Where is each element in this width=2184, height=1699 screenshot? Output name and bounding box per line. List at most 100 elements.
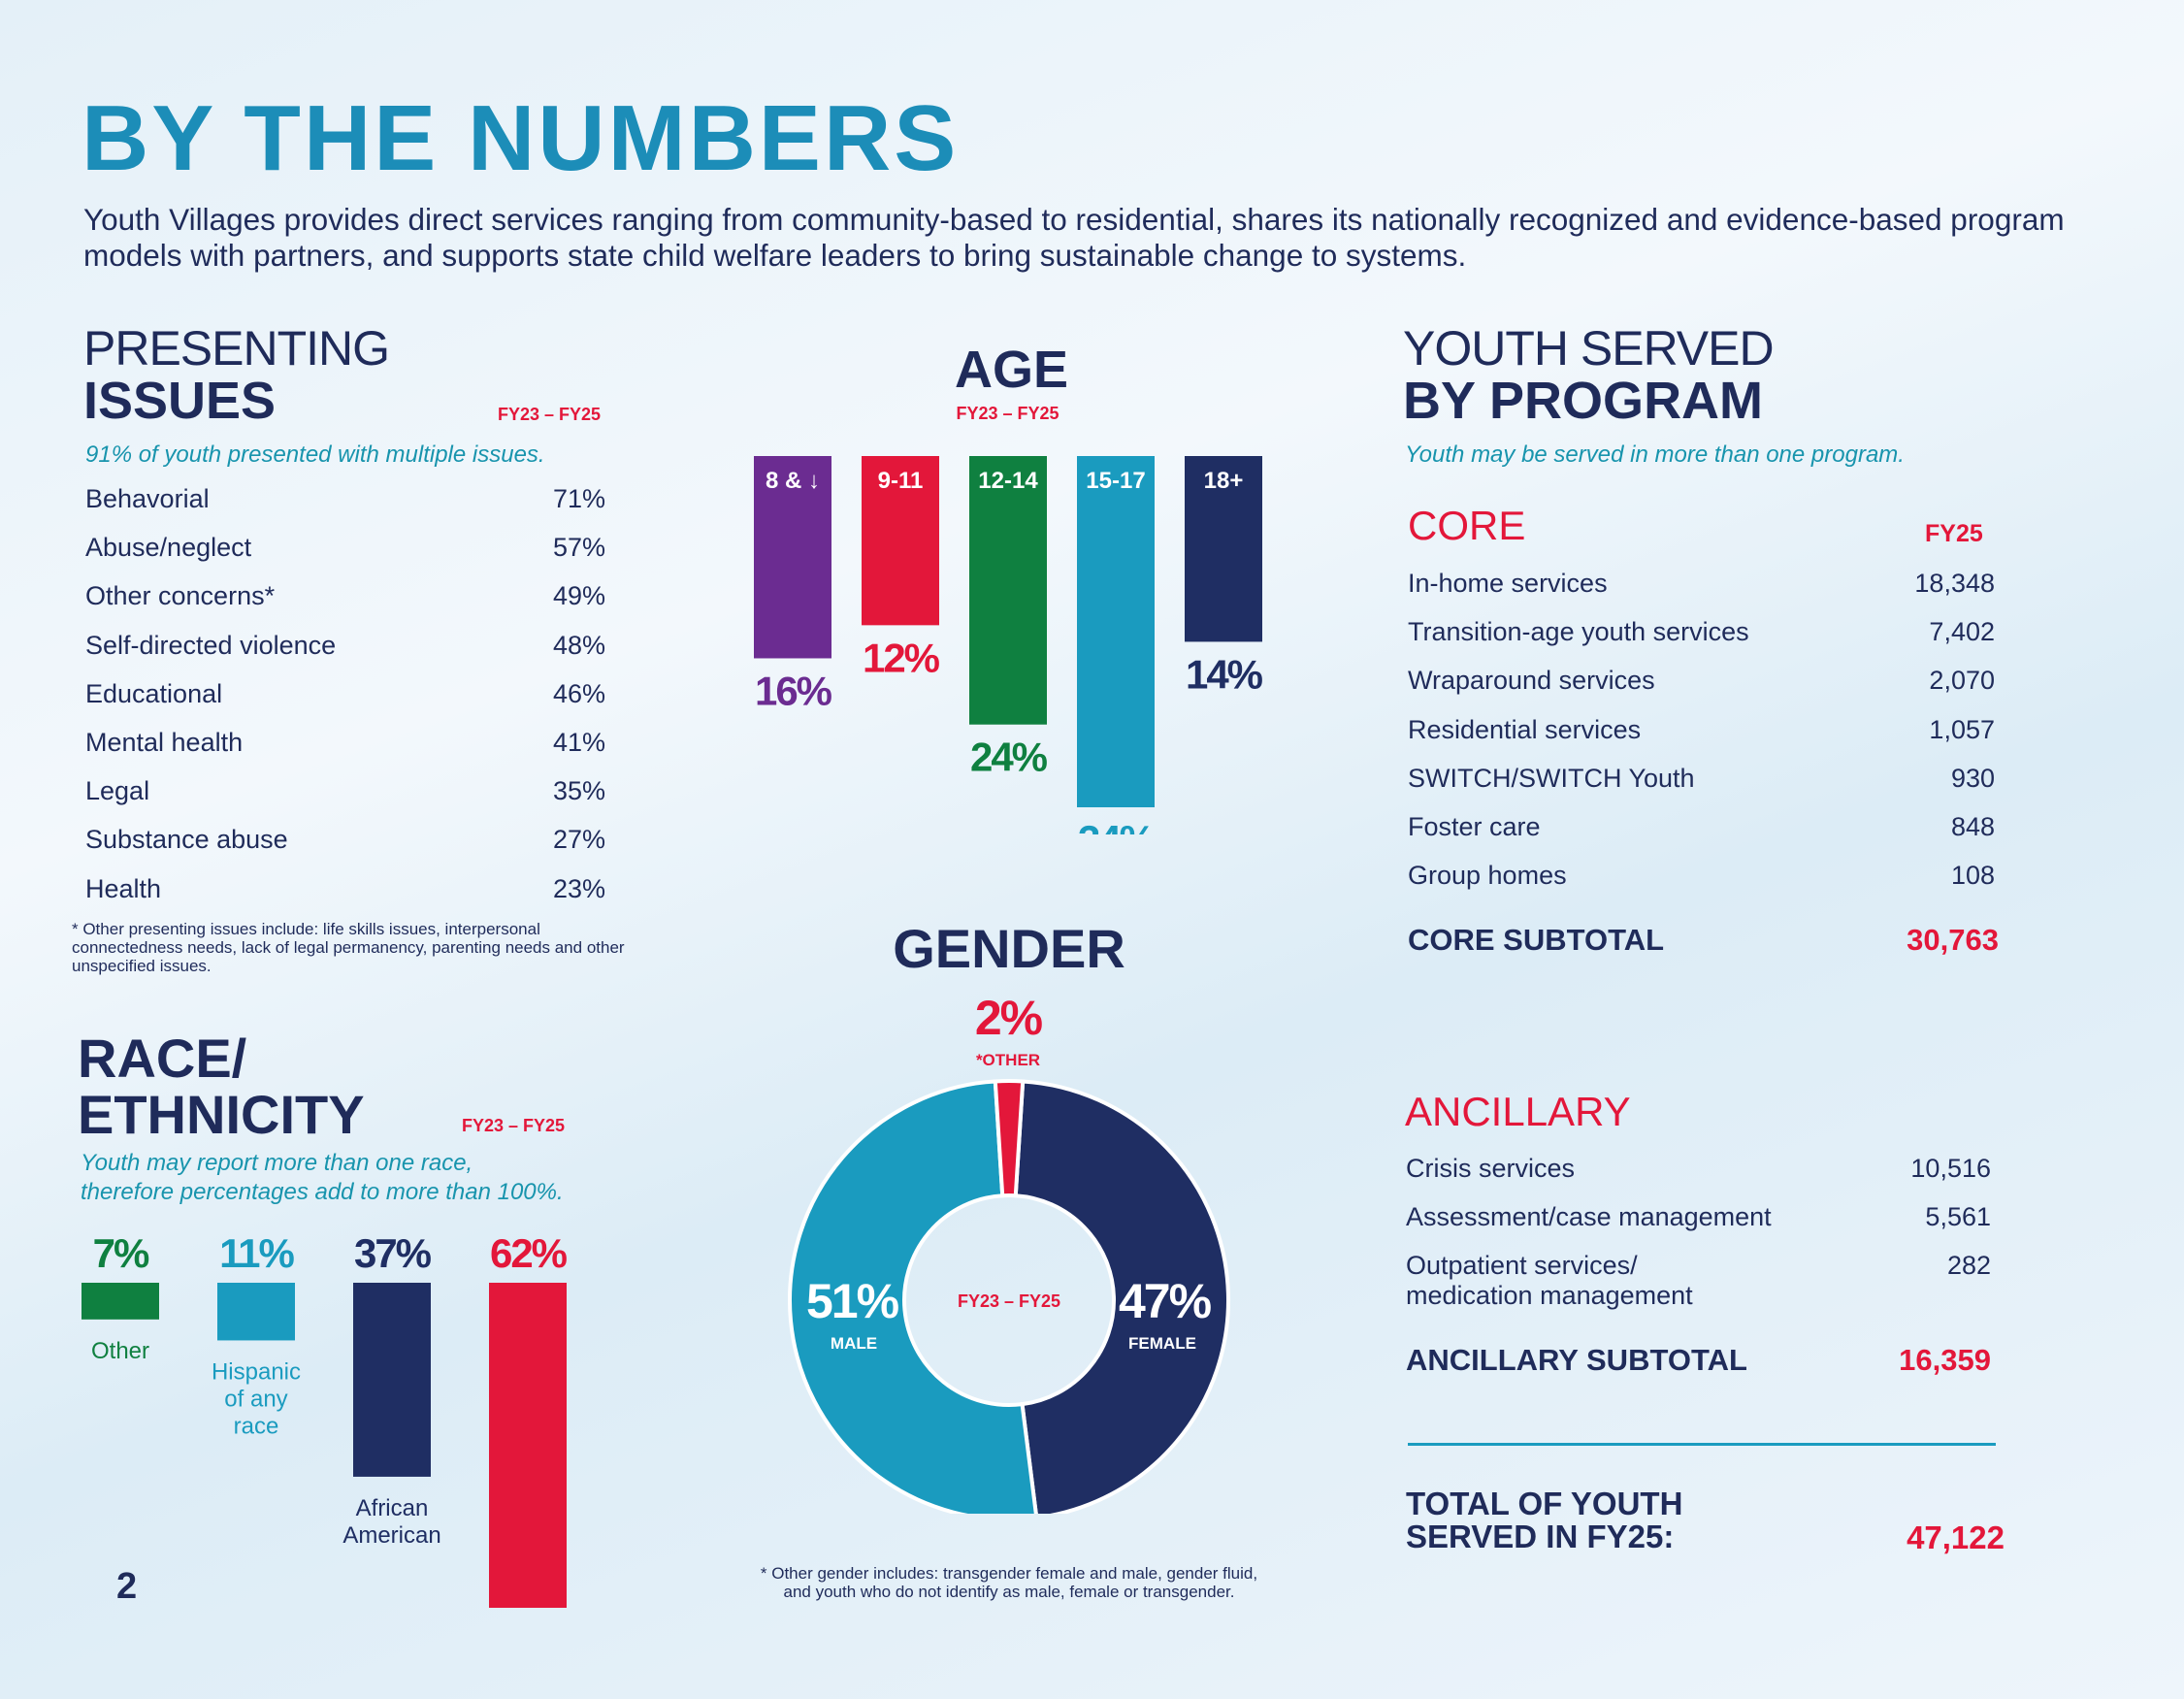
gender-value-label: 47%	[1119, 1274, 1212, 1328]
gender-slice	[788, 1079, 1038, 1514]
race-bar	[353, 1283, 431, 1477]
row-value: 41%	[552, 728, 605, 757]
race-note-line1: Youth may report more than one race,	[81, 1150, 473, 1176]
age-bar-category: 15-17	[1086, 468, 1145, 494]
ancillary-subtotal-value: 16,359	[1899, 1343, 1991, 1377]
race-category-label: African	[356, 1495, 429, 1521]
race-category-label: of any	[224, 1386, 287, 1412]
row-label: Health	[85, 873, 162, 903]
row-value: 71%	[552, 484, 605, 513]
row-label: Wraparound services	[1408, 666, 1655, 696]
row-label: Mental health	[85, 728, 244, 757]
row-value: 930	[1950, 763, 1995, 793]
presenting-issues-note: 91% of youth presented with multiple iss…	[85, 441, 545, 468]
race-title-line2: ETHNICITY	[78, 1084, 365, 1145]
row-label: Behavorial	[85, 484, 210, 513]
row-value: 2,070	[1929, 666, 1995, 696]
total-value: 47,122	[1907, 1519, 2005, 1555]
row-value: 48%	[552, 630, 605, 660]
gender-category-label: MALE	[831, 1334, 877, 1353]
race-title-line1: RACE/	[78, 1028, 247, 1089]
row-label: Substance abuse	[85, 825, 288, 855]
race-bar	[81, 1283, 159, 1320]
age-bar	[862, 456, 939, 626]
core-subtotal-label: CORE SUBTOTAL	[1408, 923, 1665, 957]
gender-footnote-line2: and youth who do not identify as male, f…	[783, 1583, 1235, 1601]
total-label: TOTAL OF YOUTH SERVED IN FY25:	[1406, 1487, 1682, 1553]
total-divider	[1408, 1443, 1996, 1446]
gender-footnote: * Other gender includes: transgender fem…	[718, 1564, 1300, 1601]
row-label: Abuse/neglect	[85, 533, 252, 563]
race-bar-value-label: 11%	[219, 1230, 294, 1276]
gender-slice	[993, 1079, 1026, 1198]
race-range: FY23 – FY25	[462, 1116, 566, 1135]
row-value: 23%	[552, 873, 605, 903]
age-bar-category: 9-11	[878, 468, 924, 494]
presenting-issues-footnote: * Other presenting issues include: life …	[72, 920, 625, 975]
race-category-label: American	[342, 1522, 440, 1549]
gender-category-label: FEMALE	[1128, 1334, 1196, 1353]
race-bar-value-label: 62%	[490, 1230, 568, 1276]
core-heading: CORE	[1408, 503, 1526, 548]
race-bar	[489, 1283, 567, 1608]
youth-served-section: YOUTH SERVED BY PROGRAM	[1403, 323, 1775, 430]
youth-served-title-line2: BY PROGRAM	[1403, 372, 1764, 430]
row-label: Other concerns*	[85, 581, 276, 611]
age-bar-value-label: 24%	[970, 735, 1048, 780]
page-title: BY THE NUMBERS	[81, 86, 960, 190]
age-range: FY23 – FY25	[956, 404, 1059, 423]
row-label: Educational	[85, 678, 223, 708]
row-value: 1,057	[1929, 714, 1995, 744]
row-label: In-home services	[1408, 569, 1608, 598]
core-subtotal-value: 30,763	[1907, 923, 1999, 957]
age-bar-value-label: 12%	[863, 635, 940, 680]
row-label: Foster care	[1408, 812, 1541, 841]
presenting-issues-title-line1: PRESENTING	[83, 321, 390, 376]
row-label: Legal	[85, 776, 150, 806]
ancillary-row-value: 282	[1946, 1251, 1991, 1280]
ancillary-row-value: 10,516	[1910, 1154, 1991, 1183]
race-category-label: Other	[91, 1338, 149, 1364]
race-note-line2: therefore percentages add to more than 1…	[81, 1179, 564, 1205]
age-bar	[1185, 456, 1262, 642]
age-title: AGE	[954, 341, 1069, 399]
row-label: Residential services	[1408, 714, 1642, 744]
gender-category-label: *OTHER	[976, 1051, 1040, 1069]
presenting-issues-section: PRESENTING ISSUES	[83, 321, 390, 428]
row-label: Transition-age youth services	[1408, 617, 1749, 647]
gender-footnote-line1: * Other gender includes: transgender fem…	[760, 1564, 1258, 1583]
youth-served-note: Youth may be served in more than one pro…	[1405, 441, 1905, 468]
gender-value-label: 51%	[806, 1274, 899, 1328]
row-label: SWITCH/SWITCH Youth	[1408, 763, 1695, 793]
total-label-line1: TOTAL OF YOUTH	[1406, 1486, 1683, 1521]
row-value: 848	[1950, 812, 1995, 841]
total-label-line2: SERVED IN FY25:	[1406, 1519, 1675, 1554]
age-bar	[754, 456, 831, 659]
age-bar-category: 12-14	[978, 468, 1038, 494]
gender-center-label: FY23 – FY25	[958, 1291, 1060, 1311]
age-bar-category: 18+	[1204, 468, 1244, 494]
ancillary-row: Outpatient services/ medication manageme…	[1406, 1251, 1991, 1313]
row-value: 46%	[552, 678, 605, 708]
age-bar	[969, 456, 1047, 725]
race-note: Youth may report more than one race, the…	[81, 1149, 564, 1207]
presenting-issues-range: FY23 – FY25	[498, 405, 602, 424]
ancillary-heading: ANCILLARY	[1405, 1089, 1631, 1134]
race-bar	[217, 1283, 295, 1341]
age-bar-value-label: 14%	[1186, 651, 1263, 697]
age-bar	[1077, 456, 1155, 807]
ancillary-subtotal-label: ANCILLARY SUBTOTAL	[1406, 1343, 1747, 1377]
row-label: Self-directed violence	[85, 630, 337, 660]
row-value: 18,348	[1914, 569, 1995, 598]
ancillary-row-value: 5,561	[1925, 1202, 1991, 1231]
age-bar-value-label: 34%	[1078, 817, 1156, 834]
ancillary-row-label-line1: Outpatient services/	[1406, 1251, 1638, 1280]
race-bar-value-label: 7%	[93, 1230, 149, 1276]
row-value: 108	[1950, 861, 1995, 891]
row-value: 57%	[552, 533, 605, 563]
row-value: 27%	[552, 825, 605, 855]
row-value: 7,402	[1929, 617, 1995, 647]
race-bar-value-label: 37%	[354, 1230, 432, 1276]
row-value: 49%	[552, 581, 605, 611]
